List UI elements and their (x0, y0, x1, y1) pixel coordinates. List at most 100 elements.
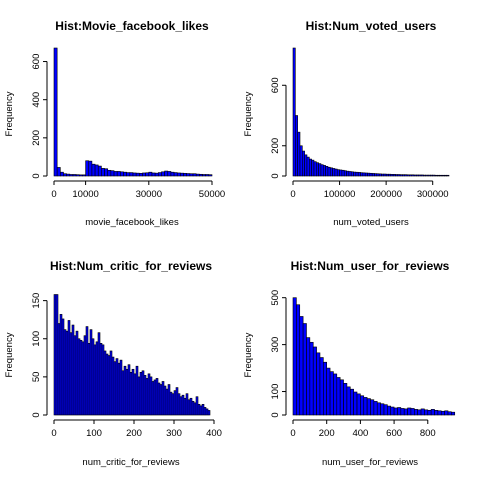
histogram-bar (159, 384, 163, 416)
histogram-bar (336, 377, 341, 416)
histogram-bar (205, 408, 209, 416)
histogram-bar (296, 304, 301, 416)
histogram-bar (360, 172, 364, 177)
histogram-bar (400, 408, 405, 416)
histogram-bar (378, 173, 382, 177)
histogram-bar (383, 404, 388, 416)
histogram-bar (81, 341, 85, 416)
x-tick-label: 0 (290, 189, 295, 200)
histogram-bar (395, 174, 399, 177)
histogram-bar (203, 407, 207, 416)
histogram-bar (380, 403, 385, 416)
histogram-bar (177, 393, 181, 416)
y-tick-label: 400 (31, 92, 42, 108)
histogram-bar (385, 173, 389, 177)
bars (53, 47, 213, 177)
histogram-bar (97, 165, 102, 177)
histogram-bar (349, 388, 354, 416)
histogram-bar (304, 154, 308, 177)
histogram-bar (189, 173, 194, 177)
x-axis: 0 100 200 300 400 (51, 419, 222, 439)
histogram-bar (409, 174, 413, 177)
histogram-bar (427, 410, 432, 416)
y-axis: 0 50 100 150 (31, 293, 48, 418)
y-axis-label: Frequency (4, 91, 15, 136)
bars (292, 47, 450, 177)
y-tick-label: 200 (270, 138, 281, 154)
y-axis-label: Frequency (4, 332, 15, 377)
x-tick-label: 200 (126, 428, 142, 439)
histogram-bar (312, 346, 317, 416)
histogram-bar (292, 47, 296, 177)
histogram-bar (315, 162, 319, 177)
histogram-bar (390, 406, 395, 416)
histogram-bar (197, 404, 201, 416)
histogram-bar (185, 393, 189, 416)
y-tick-label: 50 (31, 372, 42, 383)
histogram-bar (199, 173, 203, 177)
y-tick-label: 200 (31, 130, 42, 146)
histogram-bar (131, 368, 135, 416)
x-axis: 0 100000 200000 300000 (290, 180, 449, 200)
y-tick-label: 0 (270, 412, 281, 417)
histogram-bar (323, 361, 327, 416)
histogram-bar (164, 170, 169, 177)
histogram-bar (115, 358, 119, 416)
histogram-bar (151, 172, 156, 177)
x-tick-label: 300000 (417, 189, 449, 200)
histogram-bar (411, 174, 415, 177)
histogram-bar (116, 171, 121, 177)
histogram-bar (363, 397, 368, 416)
histogram-bar (339, 379, 344, 416)
histogram-bar (129, 371, 133, 416)
histogram-bar (91, 338, 95, 416)
histogram-bar (111, 356, 115, 416)
histogram-bar (75, 330, 79, 416)
histogram-bar (56, 167, 61, 177)
histogram-bar (77, 338, 81, 416)
histogram-bar (85, 326, 89, 416)
histogram-bar (199, 405, 203, 416)
histogram-bar (87, 343, 91, 416)
y-tick-label: 600 (270, 77, 281, 93)
histogram-bar (403, 408, 408, 416)
x-axis-label: num_critic_for_reviews (82, 457, 179, 468)
histogram-bar (413, 174, 417, 177)
histogram-bar (101, 168, 105, 177)
histogram-bar (319, 357, 324, 416)
y-tick-label: 150 (31, 293, 42, 309)
histogram-bar (201, 404, 205, 416)
histogram-bar (329, 371, 334, 416)
histogram-bar (440, 410, 445, 416)
histogram-bar (318, 163, 322, 177)
histogram-bar (306, 337, 311, 416)
histogram-bar (316, 352, 321, 416)
histogram-bar (376, 402, 381, 416)
histogram-bar (322, 165, 326, 177)
histogram-bar (427, 174, 431, 177)
panel-num-critic-for-reviews: Hist:Num_critic_for_reviews num_critic_f… (4, 259, 222, 468)
panel-num-voted-users: Hist:Num_voted_users num_voted_users Fre… (243, 19, 450, 228)
bars (53, 294, 211, 416)
histogram-bar (113, 361, 117, 416)
histogram-bar (119, 359, 123, 416)
histogram-bar (69, 174, 74, 177)
histogram-bar (170, 171, 175, 177)
panel-num-user-for-reviews: Hist:Num_user_for_reviews num_user_for_r… (243, 259, 456, 468)
histogram-bar (302, 323, 307, 416)
histogram-bar (97, 332, 101, 416)
histogram-bar (451, 411, 456, 416)
histogram-bar (187, 399, 191, 416)
histogram-bar (66, 173, 71, 177)
histogram-bar (193, 402, 197, 416)
histogram-bar (149, 376, 153, 416)
histogram-bar (135, 172, 140, 177)
histogram-bar (117, 362, 121, 416)
x-tick-label: 10000 (72, 189, 98, 200)
histogram-bar (364, 172, 368, 177)
histogram-bar (181, 394, 185, 416)
histogram-bar (356, 393, 361, 416)
histogram-bar (417, 409, 422, 416)
histogram-bar (336, 169, 340, 177)
x-tick-label: 200 (319, 428, 335, 439)
